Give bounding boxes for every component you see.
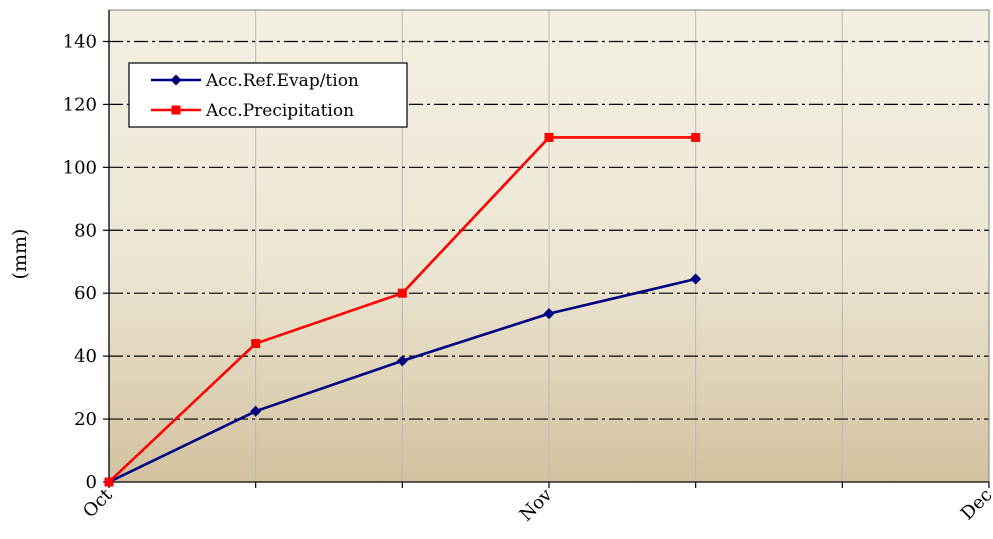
y-tick-label: 60 <box>74 283 97 304</box>
series-layer <box>103 132 702 488</box>
y-tick-label: 0 <box>86 472 97 493</box>
data-point <box>690 273 702 285</box>
y-tick-label: 120 <box>63 94 97 115</box>
legend-item: Acc.Ref.Evap/tion <box>151 71 359 91</box>
data-point <box>543 308 555 320</box>
y-tick-labels: 0 20 40 60 80 100 120 140 <box>63 31 97 493</box>
data-point <box>396 355 408 367</box>
data-point <box>250 405 262 417</box>
series-precip <box>104 132 701 487</box>
legend-label: Acc.Precipitation <box>205 101 354 121</box>
legend-label: Acc.Ref.Evap/tion <box>205 71 359 91</box>
x-tick-label: Nov <box>516 484 557 525</box>
y-tick-label: 20 <box>74 409 97 430</box>
legend-item: Acc.Precipitation <box>151 101 354 121</box>
y-tick-label: 140 <box>63 31 97 52</box>
series-evap <box>103 273 702 488</box>
legend-swatch-marker <box>170 74 182 86</box>
data-point <box>397 288 407 298</box>
data-point <box>104 477 114 487</box>
x-tick-label: Dec <box>957 485 993 525</box>
legend: Acc.Ref.Evap/tion Acc.Precipitation <box>128 62 408 128</box>
data-point <box>691 132 701 142</box>
y-tick-label: 80 <box>74 220 97 241</box>
y-tick-label: 40 <box>74 346 97 367</box>
y-tick-label: 100 <box>63 157 97 178</box>
horizontal-gridlines <box>109 40 989 420</box>
data-point <box>544 132 554 142</box>
legend-swatch-marker <box>171 105 181 115</box>
data-point <box>251 339 261 349</box>
y-axis-title: (mm) <box>9 229 31 280</box>
x-tick-labels: Oct Nov Dec <box>79 484 993 525</box>
legend-box <box>128 62 408 128</box>
